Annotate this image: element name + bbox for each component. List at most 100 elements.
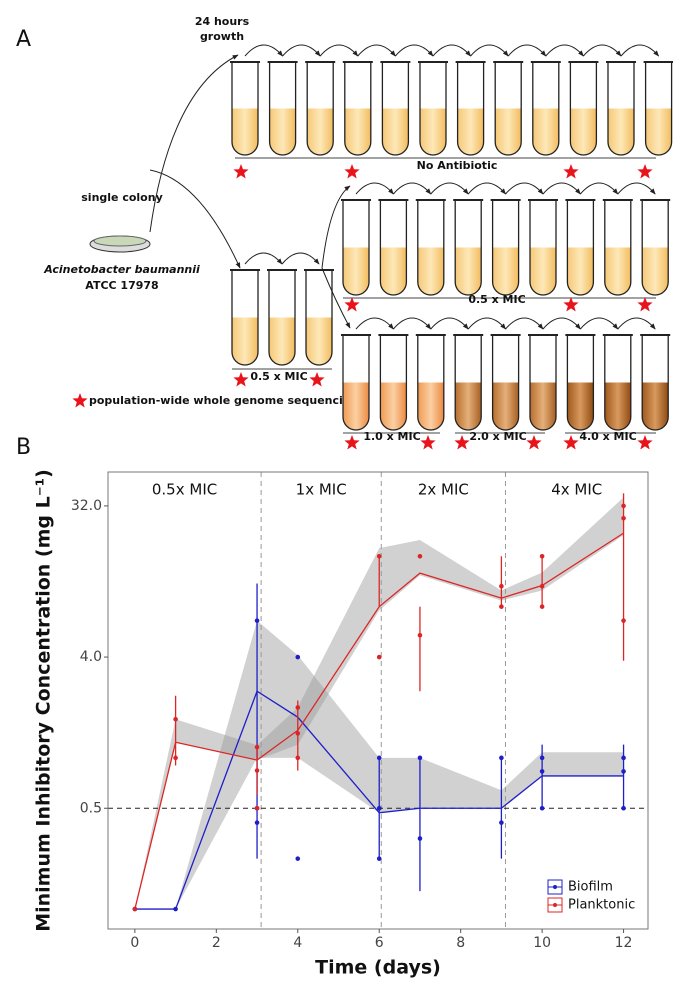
tube (456, 62, 485, 156)
transfer-arrow (505, 317, 544, 330)
legend-label: Biofilm (568, 880, 613, 895)
sequencing-star (233, 164, 249, 179)
transfer-arrow (244, 252, 283, 265)
tube (305, 270, 333, 366)
replicate-point (499, 755, 504, 761)
transfer-arrow (244, 44, 283, 57)
replicate-point (173, 716, 178, 722)
tube-liquid (457, 142, 484, 156)
petri-dish-agar (93, 235, 147, 247)
tube-liquid (344, 142, 371, 156)
replicate-point (539, 583, 545, 589)
tube-liquid (455, 417, 482, 430)
transfer-arrow (470, 44, 509, 57)
transfer-arrow (542, 182, 581, 195)
x-axis-label: Time (days) (315, 957, 441, 979)
tube-liquid (570, 142, 597, 156)
tube (566, 335, 595, 431)
panel-letter: A (16, 27, 31, 52)
tube-liquid (455, 382, 482, 417)
tube-liquid (232, 317, 258, 352)
replicate-point (417, 755, 423, 761)
x-tick-label: 0 (130, 935, 139, 951)
y-tick-label: 32.0 (71, 498, 102, 514)
tube-liquid (532, 142, 559, 156)
tube (419, 62, 447, 156)
tube (454, 200, 482, 296)
tube (379, 200, 408, 296)
replicate-point (621, 805, 626, 811)
replicate-point (499, 583, 504, 589)
sequencing-star (563, 164, 579, 179)
replicate-point (376, 654, 382, 660)
tube-liquid (344, 108, 371, 142)
row-label: 2.0 x MIC (469, 430, 526, 443)
tube-liquid (530, 382, 556, 417)
tube-liquid (642, 247, 669, 282)
tube (231, 62, 259, 156)
replicate-point (621, 618, 626, 623)
arrow (149, 169, 241, 269)
sequencing-star (526, 435, 542, 450)
tube-liquid (232, 352, 258, 365)
tube (231, 270, 259, 366)
replicate-point (621, 515, 626, 521)
transfer-arrow (580, 182, 619, 195)
x-tick-label: 2 (212, 935, 221, 951)
sequencing-star (454, 435, 470, 450)
tube (644, 62, 673, 156)
transfer-arrow (620, 44, 659, 57)
row-label: No Antibiotic (417, 159, 498, 172)
panel-a: A 24 hours growth single colony Acinetob… (16, 15, 656, 443)
tube-liquid (232, 142, 258, 155)
tube-liquid (382, 142, 409, 156)
tube-liquid (645, 108, 672, 142)
sequencing-star (309, 372, 325, 387)
tube-liquid (567, 417, 594, 430)
replicate-point (376, 805, 382, 811)
arrow (321, 185, 351, 269)
tube-liquid (306, 317, 332, 352)
transfer-arrow (355, 317, 394, 330)
tube-liquid (604, 417, 631, 430)
replicate-point (173, 906, 178, 912)
tube-liquid (567, 247, 594, 282)
tube-liquid (380, 282, 407, 295)
tube-liquid (492, 382, 519, 417)
replicate-point (417, 836, 423, 841)
legend-label: population-wide whole genome sequencing (89, 394, 359, 407)
transfer-arrow (393, 182, 432, 195)
sequencing-star (344, 297, 360, 312)
x-tick-label: 10 (533, 935, 551, 951)
sequencing-star (637, 297, 653, 312)
growth-label: 24 hours (195, 15, 250, 28)
tube-liquid (380, 417, 407, 430)
replicate-point (621, 755, 626, 761)
row-label: 4.0 x MIC (579, 430, 636, 443)
tube-liquid (382, 108, 409, 142)
transfer-arrow (617, 317, 656, 330)
tube-liquid (604, 282, 631, 295)
plot-area (108, 472, 648, 929)
growth-label: growth (200, 30, 244, 43)
sequencing-star (233, 372, 249, 387)
replicate-point (499, 604, 504, 609)
x-tick-label: 8 (456, 935, 465, 951)
tube-liquid (642, 382, 669, 417)
mean-line (134, 532, 624, 910)
tube (532, 62, 560, 156)
tube (641, 200, 669, 296)
transfer-arrow (583, 44, 622, 57)
arrow (149, 54, 239, 233)
replicate-point (539, 755, 545, 761)
tube (529, 335, 557, 431)
tube (641, 335, 669, 431)
transfer-arrow (467, 182, 506, 195)
tube (491, 335, 520, 431)
species: Acinetobacter baumannii (43, 263, 200, 276)
x-tick-label: 6 (375, 935, 384, 951)
transfer-arrow (430, 182, 469, 195)
x-tick-label: 4 (293, 935, 302, 951)
replicate-point (295, 705, 301, 710)
tube-liquid (495, 108, 522, 142)
